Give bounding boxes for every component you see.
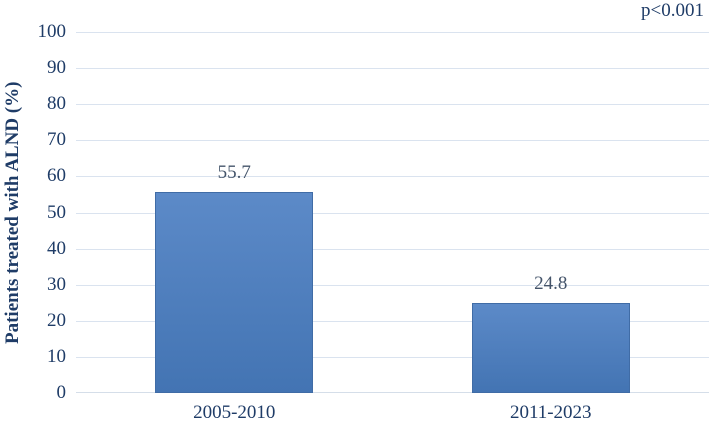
y-axis-tick-label: 0 <box>56 382 67 403</box>
bar-2011-2023 <box>471 303 630 393</box>
y-axis-tick-label: 90 <box>47 57 66 79</box>
gridline <box>76 176 709 178</box>
y-axis-tick-label: 20 <box>47 309 66 331</box>
y-axis-tick-label: 80 <box>47 93 66 115</box>
gridline <box>76 104 709 106</box>
gridline <box>76 212 709 214</box>
y-axis-tick-label: 50 <box>47 201 66 223</box>
bar-value-label: 24.8 <box>534 273 568 295</box>
p-value-annotation: p<0.001 <box>641 0 704 21</box>
y-axis-tick-label: 10 <box>47 345 66 367</box>
gridline <box>76 68 709 70</box>
gridline <box>76 284 709 286</box>
x-axis-label: 2011-2023 <box>509 402 592 423</box>
x-axis-label: 2005-2010 <box>193 402 276 423</box>
gridline <box>76 248 709 250</box>
y-axis-tick-label: 70 <box>47 129 66 151</box>
plot-area <box>76 32 709 393</box>
bar-2005-2010 <box>155 191 314 393</box>
y-axis-tick-label: 100 <box>37 21 67 42</box>
bar-value-label: 55.7 <box>217 161 251 183</box>
gridline <box>76 140 709 142</box>
y-axis-tick-label: 60 <box>47 165 66 187</box>
x-axis-line <box>76 392 709 393</box>
y-axis-tick-label: 40 <box>47 237 66 259</box>
y-axis-tick-label: 30 <box>47 273 66 295</box>
gridline <box>76 32 709 33</box>
gridline <box>76 356 709 358</box>
gridline <box>76 320 709 322</box>
